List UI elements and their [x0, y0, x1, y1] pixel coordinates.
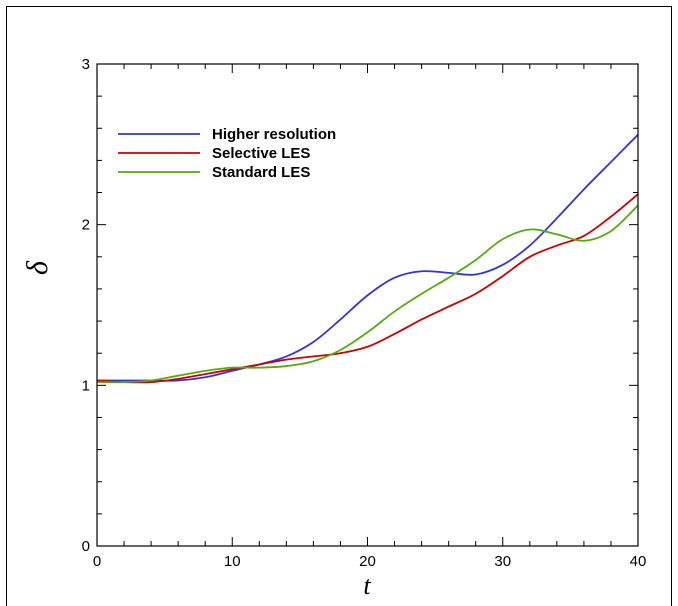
tick-labels: 0 10 20 30 40 0 1 2 3: [82, 56, 647, 570]
series-line-selective-les: [96, 193, 639, 384]
x-tick-label: 0: [93, 553, 101, 570]
x-tick-label: 20: [359, 553, 376, 570]
plot-area: [96, 63, 639, 547]
x-axis-title: t: [363, 571, 371, 600]
legend: Higher resolution Selective LES Standard L…: [118, 126, 336, 181]
y-tick-label: 2: [82, 217, 90, 234]
legend-label-standard-les: Standard LES: [212, 164, 310, 181]
legend-label-higher-resolution: Higher resolution: [212, 126, 336, 143]
axis-ticks: [96, 63, 639, 547]
x-tick-label: 30: [494, 553, 511, 570]
legend-label-selective-les: Selective LES: [212, 145, 310, 162]
figure-frame: [6, 6, 672, 606]
series-line-standard-les: [96, 204, 639, 384]
y-axis-title: δ: [21, 260, 54, 275]
x-tick-label: 40: [630, 553, 647, 570]
x-tick-label: 10: [224, 553, 241, 570]
y-tick-label: 0: [82, 538, 90, 555]
series-layer: [96, 134, 639, 384]
y-tick-label: 3: [82, 56, 90, 73]
y-tick-label: 1: [82, 377, 90, 394]
series-line-higher-resolution: [97, 134, 639, 382]
